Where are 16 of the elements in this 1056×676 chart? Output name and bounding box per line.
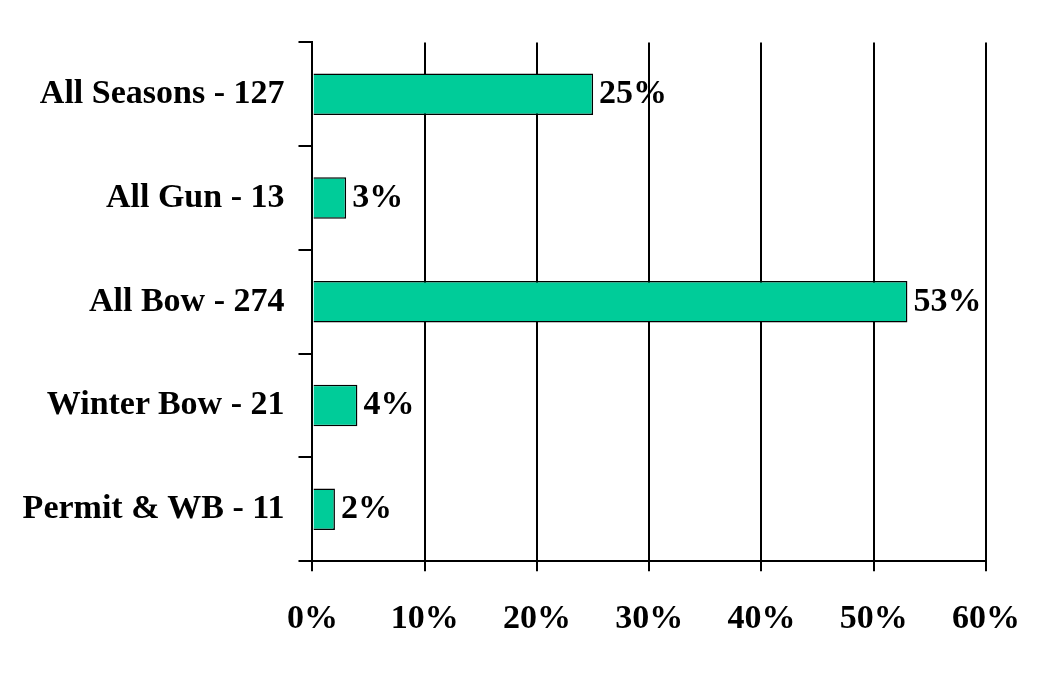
y-tick-label: All Seasons - 127 xyxy=(39,73,285,111)
data-label: 3% xyxy=(352,176,404,214)
data-label: 4% xyxy=(363,384,415,422)
data-label: 2% xyxy=(340,488,392,526)
x-tick-label: 0% xyxy=(286,598,338,636)
data-label: 53% xyxy=(913,280,982,318)
x-tick-label: 10% xyxy=(390,598,459,636)
x-tick-label: 50% xyxy=(839,598,908,636)
x-tick-label: 60% xyxy=(952,598,1020,636)
x-tick-label: 30% xyxy=(615,598,684,636)
y-tick-label: Permit & WB - 11 xyxy=(22,488,285,526)
y-tick-label: All Bow - 274 xyxy=(88,280,285,318)
x-tick-label: 40% xyxy=(727,598,796,636)
x-tick-label: 20% xyxy=(502,598,571,636)
y-tick-label: Winter Bow - 21 xyxy=(46,384,285,422)
y-tick-label: All Gun - 13 xyxy=(105,176,285,214)
